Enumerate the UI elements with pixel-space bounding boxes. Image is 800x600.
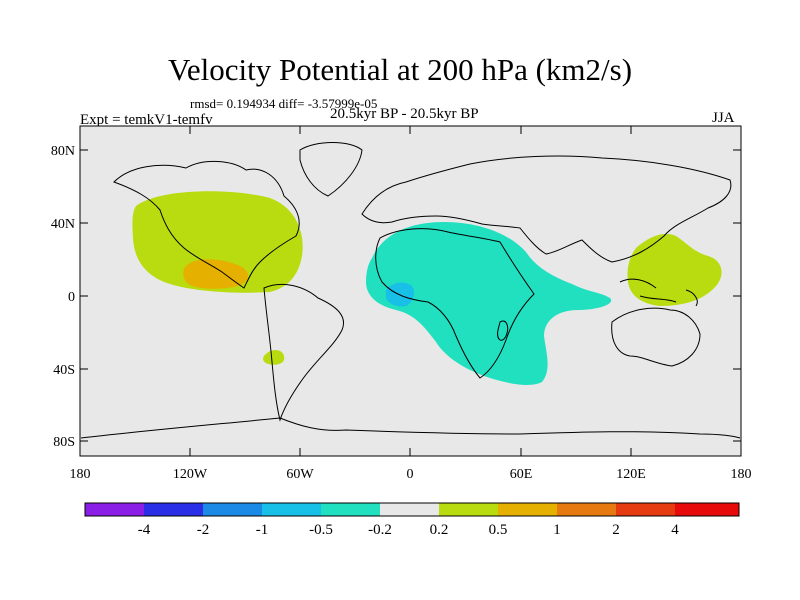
colorbar-frame [84,502,740,517]
colorbar-label: 2 [612,522,620,538]
lat-label: 80N [51,144,75,159]
lat-label: 40S [53,363,75,378]
colorbar-swatch [498,503,557,516]
shaded-regions [132,191,722,385]
region-east-pacific-positive [132,191,303,293]
colorbar-swatch [439,503,498,516]
colorbar-label: -0.2 [368,522,392,538]
colorbar-label: 0.5 [489,522,508,538]
axis-ticks [80,126,741,456]
colorbar-swatch [557,503,616,516]
colorbar-label: 4 [671,522,679,538]
colorbar-label: -1 [256,522,269,538]
region-south-america-positive [263,350,285,365]
coastline-greenland [299,142,363,197]
coastline-antarctica [80,417,741,439]
colorbar-swatch [262,503,321,516]
colorbar-swatch [144,503,203,516]
lon-label: 60E [510,467,533,482]
coastline-south-america [263,283,344,422]
coastline-eurasia [361,155,732,263]
experiment-label: Expt = temkV1-temfv [80,112,213,128]
lat-labels: 80N 40N 0 40S 80S [51,144,75,450]
colorbar [84,502,740,517]
lat-label: 80S [53,435,75,450]
coastline-australia [611,307,701,367]
colorbar-label: 1 [553,522,561,538]
colorbar-label: -2 [197,522,210,538]
lat-label: 0 [68,290,75,305]
colorbar-swatch [321,503,380,516]
region-west-pacific-positive [627,233,722,306]
colorbar-label: 0.2 [430,522,449,538]
coastline-maritime-continent [619,278,698,307]
lon-label: 120W [173,467,208,482]
lon-label: 120E [616,467,646,482]
colorbar-swatch [85,503,144,516]
colorbar-label: -0.5 [309,522,333,538]
colorbar-swatch [675,503,739,516]
region-central-america-positive [183,259,249,289]
colorbar-labels: -4 -2 -1 -0.5 -0.2 0.2 0.5 1 2 4 [138,522,680,538]
colorbar-swatch [380,503,439,516]
lon-label: 180 [70,467,91,482]
coastline-africa [375,228,535,379]
lon-label: 0 [407,467,414,482]
region-africa-negative [366,222,612,385]
period-label: 20.5kyr BP - 20.5kyr BP [330,106,479,122]
coastlines [80,142,741,439]
coastline-north-america [113,160,300,289]
lon-labels: 180 120W 60W 0 60E 120E 180 [70,467,752,482]
region-gulf-of-guinea-negative [386,282,414,307]
lon-label: 60W [286,467,314,482]
lon-label: 180 [731,467,752,482]
season-label: JJA [712,110,735,126]
colorbar-swatch [616,503,675,516]
colorbar-swatch [203,503,262,516]
colorbar-label: -4 [138,522,151,538]
lat-label: 40N [51,217,75,232]
coastline-madagascar [497,320,509,341]
stats-label: rmsd= 0.194934 diff= -3.57999e-05 [190,96,378,111]
map-title: Velocity Potential at 200 hPa (km2/s) [167,52,633,87]
